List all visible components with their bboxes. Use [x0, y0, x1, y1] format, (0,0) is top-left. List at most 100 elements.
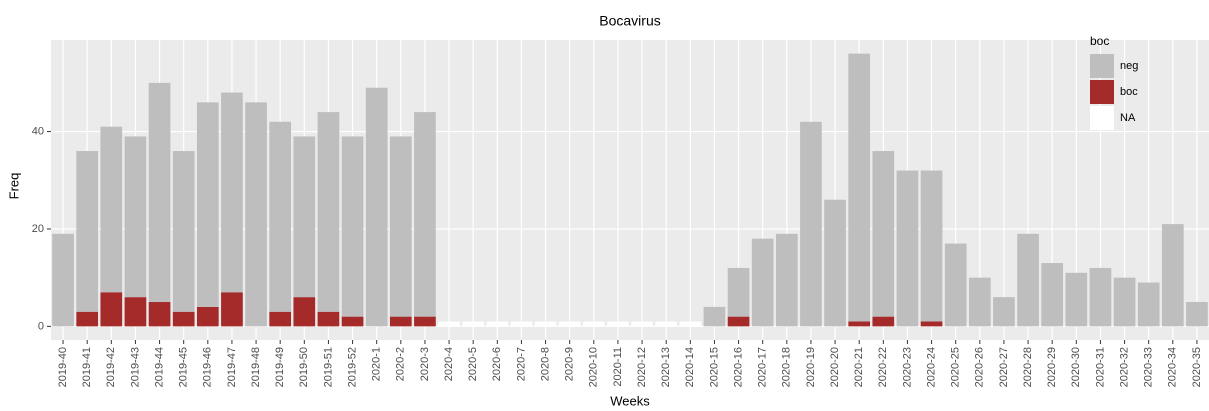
x-tick-label: 2019-48 [250, 347, 262, 387]
bar-segment [558, 321, 581, 327]
x-tick-label: 2020-1 [371, 347, 383, 381]
bar-segment [824, 199, 846, 327]
bar-segment [510, 321, 533, 327]
bar-segment [968, 277, 991, 327]
x-tick-label: 2020-28 [1022, 347, 1034, 387]
bar-segment [148, 82, 171, 303]
bar-segment [414, 316, 436, 327]
bar-segment [100, 126, 123, 293]
x-tick-label: 2020-13 [660, 347, 672, 387]
x-tick-label: 2020-2 [395, 347, 407, 381]
x-tick-label: 2020-18 [781, 347, 793, 387]
x-tick-label: 2020-29 [1046, 347, 1058, 387]
x-tick-label: 2019-41 [81, 347, 93, 387]
bar-segment [1065, 272, 1088, 327]
bar-segment [52, 233, 74, 327]
bar-segment [775, 233, 798, 327]
bar-segment [848, 321, 871, 327]
x-tick-label: 2020-35 [1191, 347, 1203, 387]
x-tick-label: 2020-15 [708, 347, 720, 387]
x-tick-label: 2019-46 [202, 347, 214, 387]
y-axis-label: Freq [6, 173, 21, 200]
bar-segment [1186, 302, 1208, 327]
bar-segment [124, 136, 147, 298]
bar-segment [365, 87, 388, 327]
x-tick-label: 2020-8 [539, 347, 551, 381]
bar-segment [1113, 277, 1136, 327]
bar-segment [486, 321, 509, 327]
x-tick-label: 2020-16 [732, 347, 744, 387]
x-tick-label: 2020-27 [998, 347, 1010, 387]
bar-segment [196, 102, 219, 307]
x-tick-label: 2020-25 [950, 347, 962, 387]
bar-segment [872, 151, 895, 317]
x-axis-label: Weeks [610, 393, 650, 408]
legend-label: NA [1120, 112, 1136, 124]
bar-segment [920, 321, 943, 327]
bar-segment [172, 151, 195, 312]
bar-segment [317, 311, 340, 327]
x-tick-label: 2019-40 [57, 347, 69, 387]
bar-segment [389, 136, 412, 317]
x-tick-label: 2020-24 [925, 347, 937, 387]
x-tick-label: 2019-49 [274, 347, 286, 387]
bar-segment [751, 238, 774, 327]
x-tick-label: 2019-47 [226, 347, 238, 387]
bar-segment [124, 297, 147, 327]
bar-segment [920, 170, 943, 322]
x-tick-label: 2020-30 [1070, 347, 1082, 387]
bar-segment [1041, 263, 1064, 327]
x-tick-label: 2020-26 [974, 347, 986, 387]
bar-segment [76, 311, 99, 327]
x-tick-label: 2020-4 [443, 347, 455, 381]
x-tick-label: 2020-31 [1094, 347, 1106, 387]
bar-segment [631, 321, 653, 327]
bar-segment [582, 321, 605, 327]
y-tick-label: 20 [32, 223, 44, 235]
bar-segment [462, 321, 485, 327]
legend-label: neg [1120, 60, 1138, 72]
bar-segment [727, 316, 750, 327]
legend-key [1090, 80, 1114, 104]
plot-background [51, 40, 1209, 340]
x-tick-label: 2020-17 [757, 347, 769, 387]
x-tick-label: 2019-50 [298, 347, 310, 387]
bar-segment [703, 306, 726, 327]
x-tick-label: 2020-10 [588, 347, 600, 387]
bar-segment [1017, 233, 1039, 327]
x-tick-label: 2020-9 [564, 347, 576, 381]
x-tick-label: 2019-52 [346, 347, 358, 387]
bar-segment [221, 92, 243, 293]
y-tick-label: 0 [38, 320, 44, 332]
bar-segment [944, 243, 967, 327]
bar-segment [245, 102, 267, 327]
x-tick-label: 2020-5 [467, 347, 479, 381]
legend-label: boc [1120, 86, 1138, 98]
x-tick-label: 2020-21 [853, 347, 865, 387]
x-tick-label: 2020-7 [515, 347, 527, 381]
x-tick-label: 2019-43 [129, 347, 141, 387]
bar-segment [76, 151, 99, 312]
bar-segment [655, 321, 678, 327]
bar-segment [848, 53, 871, 322]
x-tick-label: 2020-14 [684, 347, 696, 387]
bar-segment [414, 112, 436, 317]
bar-segment [100, 292, 123, 327]
bar-segment [196, 306, 219, 327]
bar-segment [293, 136, 316, 298]
x-tick-label: 2019-45 [178, 347, 190, 387]
bar-segment [607, 321, 629, 327]
x-tick-label: 2020-3 [419, 347, 431, 381]
x-tick-label: 2020-32 [1118, 347, 1130, 387]
x-tick-label: 2019-42 [105, 347, 117, 387]
x-tick-label: 2020-22 [877, 347, 889, 387]
legend-key [1090, 54, 1114, 78]
x-tick-label: 2019-51 [322, 347, 334, 387]
bar-segment [341, 136, 364, 317]
chart-title: Bocavirus [599, 13, 660, 29]
x-tick-label: 2020-11 [612, 347, 624, 387]
bar-segment [800, 121, 822, 327]
x-tick-label: 2020-23 [901, 347, 913, 387]
bar-segment [172, 311, 195, 327]
